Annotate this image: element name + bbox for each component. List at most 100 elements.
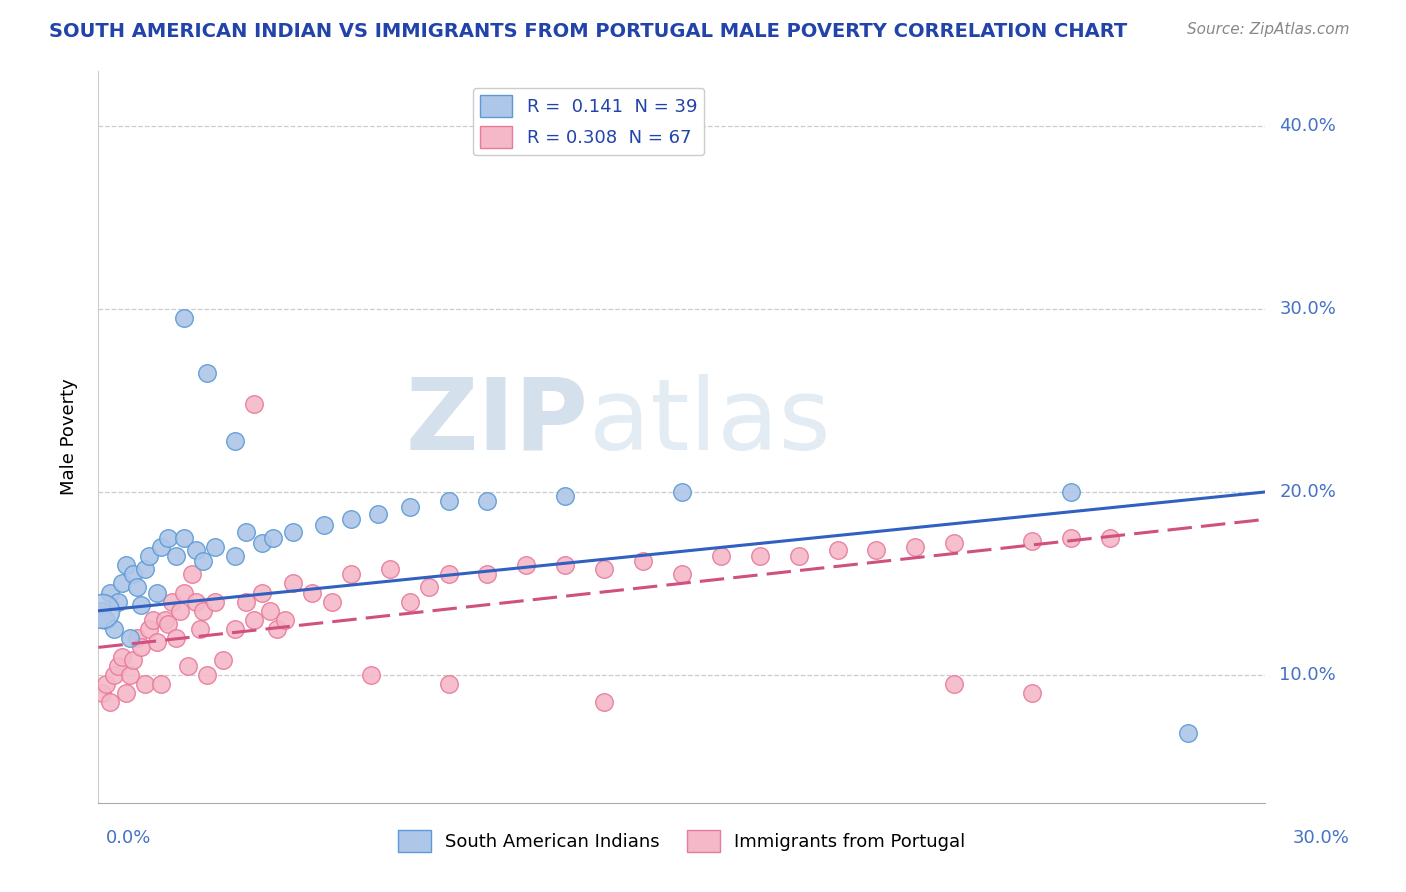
Y-axis label: Male Poverty: Male Poverty <box>59 379 77 495</box>
Text: SOUTH AMERICAN INDIAN VS IMMIGRANTS FROM PORTUGAL MALE POVERTY CORRELATION CHART: SOUTH AMERICAN INDIAN VS IMMIGRANTS FROM… <box>49 22 1128 41</box>
Point <box>114 686 136 700</box>
Point <box>437 677 460 691</box>
Point <box>122 653 145 667</box>
Point <box>177 658 200 673</box>
Point <box>146 635 169 649</box>
Point <box>671 485 693 500</box>
Text: 30.0%: 30.0% <box>1279 300 1336 318</box>
Point <box>1098 531 1121 545</box>
Point <box>173 311 195 326</box>
Point <box>554 558 576 573</box>
Point <box>114 558 136 573</box>
Point <box>111 649 134 664</box>
Point <box>138 549 160 563</box>
Point <box>91 604 114 618</box>
Point <box>129 599 152 613</box>
Point <box>193 604 215 618</box>
Point <box>134 562 156 576</box>
Point <box>360 667 382 681</box>
Point <box>204 540 226 554</box>
Point <box>122 567 145 582</box>
Point <box>865 543 887 558</box>
Point <box>103 667 125 681</box>
Point <box>195 667 218 681</box>
Point <box>274 613 297 627</box>
Point <box>554 489 576 503</box>
Point <box>142 613 165 627</box>
Point <box>340 512 363 526</box>
Point <box>710 549 733 563</box>
Point <box>118 632 141 646</box>
Point <box>301 585 323 599</box>
Point <box>204 594 226 608</box>
Point <box>1021 534 1043 549</box>
Point <box>827 543 849 558</box>
Point <box>107 594 129 608</box>
Point <box>748 549 770 563</box>
Point <box>129 640 152 655</box>
Point <box>96 613 118 627</box>
Point <box>593 562 616 576</box>
Point <box>262 531 284 545</box>
Point <box>380 562 402 576</box>
Point <box>173 531 195 545</box>
Point <box>173 585 195 599</box>
Point <box>98 585 121 599</box>
Point <box>631 554 654 568</box>
Point <box>146 585 169 599</box>
Point <box>266 622 288 636</box>
Point <box>195 366 218 380</box>
Point <box>418 580 440 594</box>
Text: 30.0%: 30.0% <box>1294 829 1350 847</box>
Point <box>149 677 172 691</box>
Point <box>107 658 129 673</box>
Text: 0.0%: 0.0% <box>105 829 150 847</box>
Point <box>149 540 172 554</box>
Point <box>212 653 235 667</box>
Point <box>188 622 211 636</box>
Point <box>184 543 207 558</box>
Point <box>91 686 114 700</box>
Point <box>671 567 693 582</box>
Text: 40.0%: 40.0% <box>1279 117 1336 136</box>
Point <box>235 525 257 540</box>
Point <box>250 585 273 599</box>
Point <box>224 434 246 448</box>
Point <box>157 531 180 545</box>
Point <box>281 576 304 591</box>
Point <box>162 594 184 608</box>
Point <box>943 536 966 550</box>
Point <box>437 567 460 582</box>
Point <box>321 594 343 608</box>
Point <box>180 567 202 582</box>
Point <box>138 622 160 636</box>
Point <box>243 397 266 411</box>
Point <box>943 677 966 691</box>
Point <box>1021 686 1043 700</box>
Point <box>169 604 191 618</box>
Point <box>184 594 207 608</box>
Point <box>224 622 246 636</box>
Point <box>904 540 927 554</box>
Point <box>340 567 363 582</box>
Text: atlas: atlas <box>589 374 830 471</box>
Point <box>96 677 118 691</box>
Text: 20.0%: 20.0% <box>1279 483 1336 501</box>
Text: 10.0%: 10.0% <box>1279 665 1336 684</box>
Point <box>165 549 187 563</box>
Point <box>1177 726 1199 740</box>
Point <box>224 549 246 563</box>
Point <box>259 604 281 618</box>
Text: ZIP: ZIP <box>406 374 589 471</box>
Point <box>1060 531 1083 545</box>
Point <box>127 632 149 646</box>
Point <box>593 695 616 709</box>
Point <box>281 525 304 540</box>
Point <box>103 622 125 636</box>
Point <box>91 604 114 618</box>
Point <box>111 576 134 591</box>
Point <box>515 558 537 573</box>
Point <box>235 594 257 608</box>
Point <box>398 500 420 514</box>
Point <box>193 554 215 568</box>
